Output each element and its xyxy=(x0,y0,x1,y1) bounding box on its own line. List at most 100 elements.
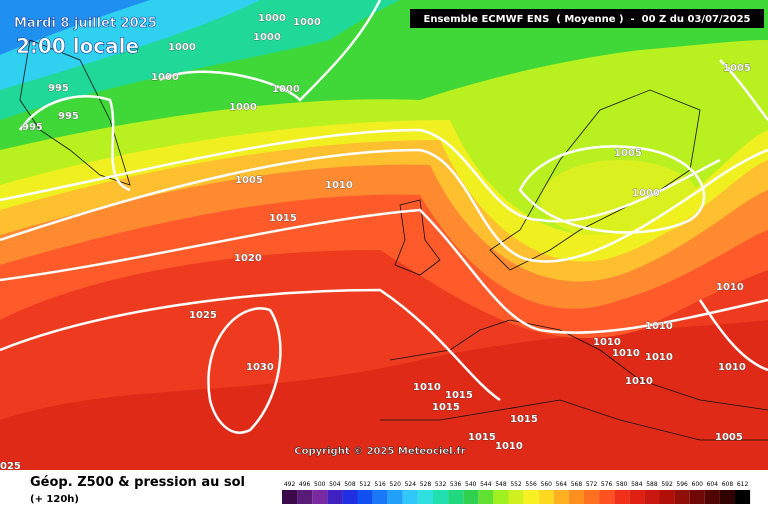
scale-label: 576 xyxy=(601,481,613,488)
isobar-labels: 1000 1000 1000 1000 1000 1000 1000 995 9… xyxy=(0,13,751,473)
scale-swatch xyxy=(342,490,358,504)
scale-swatch xyxy=(433,490,449,504)
scale-label: 572 xyxy=(586,481,598,488)
isobar-label: 1025 xyxy=(189,310,217,321)
scale-label: 608 xyxy=(722,481,734,488)
scale-swatch xyxy=(357,490,373,504)
scale-label: 528 xyxy=(420,481,432,488)
scale-swatch xyxy=(735,490,751,504)
model-info: Ensemble ECMWF ENS ( Moyenne ) - 00 Z du… xyxy=(424,14,751,25)
isobar-label: 1000 xyxy=(168,42,196,53)
scale-swatch xyxy=(312,490,328,504)
scale-swatch xyxy=(644,490,660,504)
scale-label: 596 xyxy=(676,481,688,488)
isobar-label: 1015 xyxy=(432,402,460,413)
scale-swatch xyxy=(448,490,464,504)
scale-swatch xyxy=(599,490,615,504)
scale-swatch xyxy=(523,490,539,504)
scale-label: 516 xyxy=(374,481,386,488)
scale-swatch xyxy=(327,490,343,504)
scale-swatch xyxy=(282,490,298,504)
isobar-label: 1010 xyxy=(645,321,673,332)
isobar-label: 1010 xyxy=(593,337,621,348)
scale-swatch xyxy=(387,490,403,504)
local-time: 2:00 locale xyxy=(16,34,139,58)
isobar-label: 1005 xyxy=(235,175,263,186)
isobar-lines xyxy=(0,0,768,434)
isobar-label: 1010 xyxy=(495,441,523,452)
scale-label: 544 xyxy=(480,481,492,488)
copyright: Copyright © 2025 Meteociel.fr xyxy=(294,446,465,457)
isobar-label: 1015 xyxy=(269,213,297,224)
scale-swatch xyxy=(719,490,735,504)
isobar-label: 1015 xyxy=(468,432,496,443)
scale-label: 500 xyxy=(314,481,326,488)
scale-swatch xyxy=(297,490,313,504)
scale-label: 504 xyxy=(329,481,341,488)
scale-swatch xyxy=(659,490,675,504)
scale-label: 568 xyxy=(571,481,583,488)
scale-label: 512 xyxy=(359,481,371,488)
scale-label: 604 xyxy=(707,481,719,488)
scale-swatch xyxy=(553,490,569,504)
scale-label: 540 xyxy=(465,481,477,488)
isobar-label: 995 xyxy=(48,83,69,94)
isobar-label: 1015 xyxy=(445,390,473,401)
scale-label: 496 xyxy=(299,481,311,488)
scale-swatch xyxy=(493,490,509,504)
scale-label: 600 xyxy=(692,481,704,488)
scale-label: 588 xyxy=(646,481,658,488)
isobar-label: 995 xyxy=(58,111,79,122)
isobar-label: 1000 xyxy=(151,72,179,83)
scale-label: 580 xyxy=(616,481,628,488)
isobar-label: 1000 xyxy=(632,188,660,199)
scale-label: 524 xyxy=(405,481,417,488)
isobar-label: 1010 xyxy=(325,180,353,191)
isobar-label: 1020 xyxy=(234,253,262,264)
isobar-label: 025 xyxy=(0,461,21,472)
scale-swatch xyxy=(538,490,554,504)
isobar-label: 1010 xyxy=(718,362,746,373)
scale-swatch xyxy=(463,490,479,504)
isobar-label: 1000 xyxy=(258,13,286,24)
scale-swatch xyxy=(402,490,418,504)
isobar-label: 1010 xyxy=(413,382,441,393)
color-scale: 492 496 500 504 508 512 516 520 524 528 532 536 540 5… xyxy=(282,481,751,504)
scale-swatch xyxy=(629,490,645,504)
scale-label: 548 xyxy=(495,481,507,488)
isobar-label: 1005 xyxy=(715,432,743,443)
scale-label: 560 xyxy=(541,481,553,488)
scale-label: 592 xyxy=(661,481,673,488)
scale-label: 508 xyxy=(344,481,356,488)
isobar-label: 1005 xyxy=(614,148,642,159)
isobar-label: 1010 xyxy=(612,348,640,359)
scale-swatch xyxy=(508,490,524,504)
scale-label: 556 xyxy=(525,481,537,488)
scale-swatch xyxy=(568,490,584,504)
isobar-label: 1030 xyxy=(246,362,274,373)
isobar-label: 1000 xyxy=(229,102,257,113)
isobar-label: 1015 xyxy=(510,414,538,425)
scale-swatch xyxy=(674,490,690,504)
scale-swatch xyxy=(372,490,388,504)
isobar-label: 1010 xyxy=(625,376,653,387)
footer-title: Géop. Z500 & pression au sol xyxy=(30,475,245,490)
isobar-label: 1000 xyxy=(293,17,321,28)
scale-swatch xyxy=(417,490,433,504)
scale-label: 532 xyxy=(435,481,447,488)
isobar-label: 995 xyxy=(22,122,43,133)
scale-swatch xyxy=(584,490,600,504)
isobar-label: 1010 xyxy=(645,352,673,363)
scale-swatch xyxy=(614,490,630,504)
scale-swatch xyxy=(704,490,720,504)
scale-label: 584 xyxy=(631,481,643,488)
isobar-label: 1000 xyxy=(272,84,300,95)
date: Mardi 8 juillet 2025 xyxy=(14,16,157,31)
footer-lead: (+ 120h) xyxy=(30,494,79,505)
scale-swatch xyxy=(689,490,705,504)
scale-label: 564 xyxy=(556,481,568,488)
background xyxy=(0,0,768,470)
scale-swatch xyxy=(478,490,494,504)
scale-label: 536 xyxy=(450,481,462,488)
